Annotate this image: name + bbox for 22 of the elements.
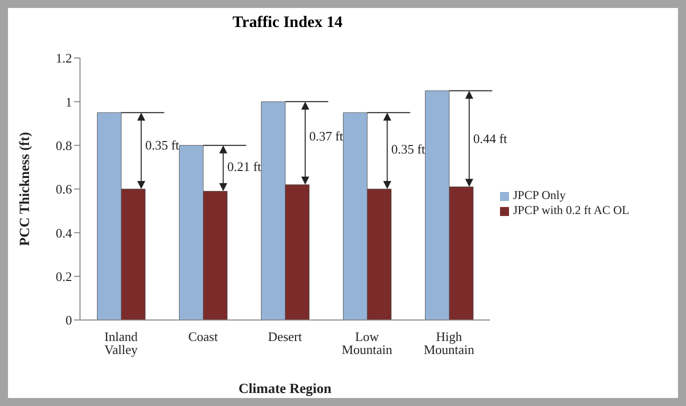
annotation: 0.44 ft — [473, 130, 508, 146]
legend-label: JPCP with 0.2 ft AC OL — [513, 203, 630, 217]
y-tick-label: 0.6 — [56, 182, 72, 197]
y-tick-label: 0.4 — [56, 225, 72, 240]
y-tick-label: 1.2 — [56, 50, 72, 66]
y-tick-label: 0.2 — [56, 268, 72, 284]
x-tick-label: Desert — [268, 329, 302, 344]
annotation: 0.35 ft — [391, 142, 426, 157]
x-tick-label: Coast — [188, 329, 218, 344]
x-tick-label: Low Mountain — [342, 329, 393, 358]
y-tick-label: 1 — [66, 94, 72, 110]
x-tick-label: Inland Valley — [104, 329, 138, 358]
y-tick-label: 0 — [66, 312, 72, 328]
x-tick-label: High Mountain — [424, 329, 475, 358]
chart-title: Traffic Index 14 — [232, 14, 344, 32]
y-tick-label: 0.8 — [56, 138, 72, 153]
x-axis-title: Climate Region — [238, 382, 332, 397]
legend-label: JPCP Only — [513, 188, 566, 202]
annotation: 0.21 ft — [227, 159, 262, 174]
annotation: 0.35 ft — [145, 137, 180, 152]
y-axis-title: PCC Thickness (ft) — [18, 132, 33, 246]
annotation: 0.37 ft — [309, 128, 344, 144]
